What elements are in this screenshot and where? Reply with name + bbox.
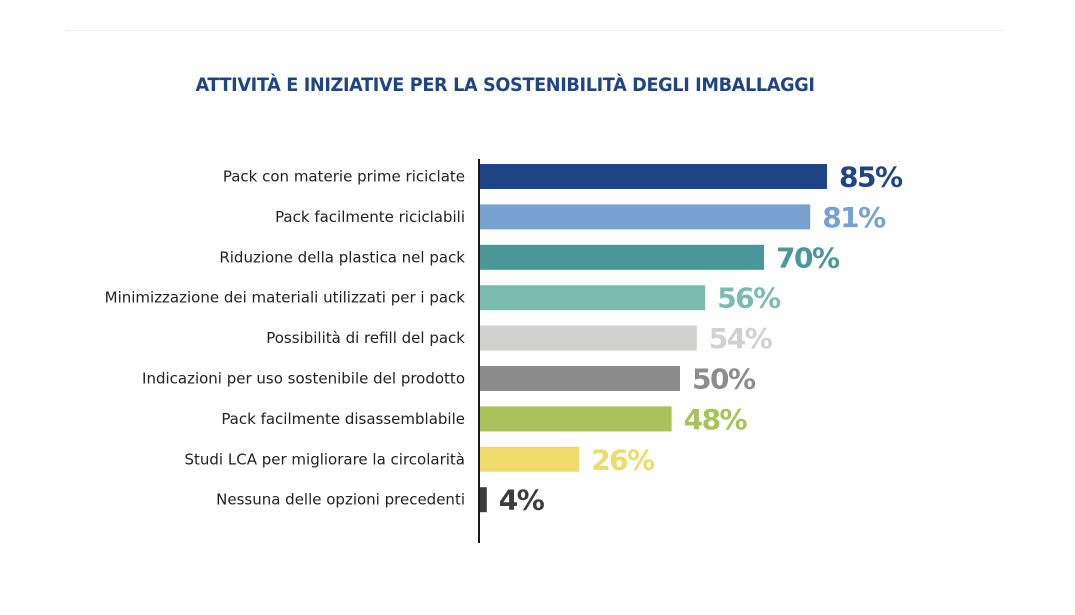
value-label: 4%: [499, 484, 545, 517]
bar: [480, 164, 827, 189]
chart-title: ATTIVITÀ E INIZIATIVE PER LA SOSTENIBILI…: [195, 74, 815, 96]
top-divider: [65, 30, 1005, 31]
value-label: 70%: [776, 241, 840, 274]
value-labels: 85% 81% 70% 56% 54% 50% 48% 26% 4%: [499, 161, 905, 517]
category-label: Pack facilmente disassemblabile: [221, 410, 465, 428]
value-label: 26%: [591, 443, 655, 476]
bar: [480, 366, 680, 391]
category-labels: Pack con materie prime riciclate Pack fac…: [105, 168, 466, 509]
bars: [480, 164, 827, 513]
value-label: 56%: [717, 282, 781, 315]
category-label: Minimizzazione dei materiali utilizzati …: [105, 289, 466, 307]
value-label: 54%: [709, 322, 773, 355]
bar: [480, 446, 580, 472]
value-label: 85%: [839, 161, 903, 194]
value-label: 50%: [692, 363, 756, 396]
bar: [480, 244, 764, 270]
category-label: Indicazioni per uso sostenibile del prod…: [142, 370, 465, 388]
bar: [480, 204, 811, 230]
bar: [480, 487, 487, 513]
category-label: Possibilità di refill del pack: [266, 329, 465, 347]
category-label: Pack facilmente riciclabili: [275, 208, 465, 226]
category-label: Nessuna delle opzioni precedenti: [216, 491, 465, 509]
category-label: Pack con materie prime riciclate: [223, 168, 465, 186]
category-label: Riduzione della plastica nel pack: [219, 248, 465, 266]
bar: [480, 325, 697, 351]
category-label: Studi LCA per migliorare la circolarità: [185, 450, 466, 468]
value-label: 81%: [822, 201, 886, 234]
bar: [480, 285, 706, 311]
bar: [480, 406, 672, 432]
value-label: 48%: [684, 403, 748, 436]
